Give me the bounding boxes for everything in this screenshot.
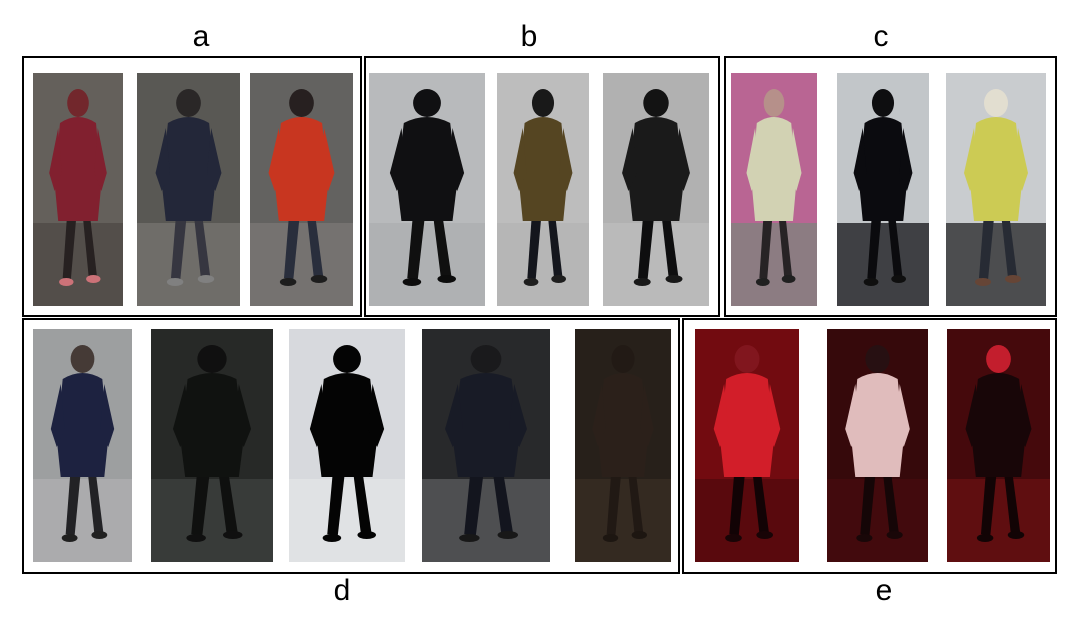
- person-photo-illustration: [369, 73, 485, 306]
- photo-b-3: [603, 73, 709, 306]
- group-a-panel: [22, 56, 362, 317]
- photo-c-2: [837, 73, 929, 306]
- group-d-label: d: [333, 574, 351, 607]
- photo-a-3: [250, 73, 353, 306]
- photo-b-2: [497, 73, 589, 306]
- person-photo-illustration: [33, 329, 132, 562]
- person-photo-illustration: [289, 329, 405, 562]
- person-photo-illustration: [33, 73, 123, 306]
- photo-a-1: [33, 73, 123, 306]
- person-photo-illustration: [946, 73, 1046, 306]
- photo-d-3: [289, 329, 405, 562]
- group-e-label: e: [875, 574, 893, 607]
- person-photo-illustration: [827, 329, 928, 562]
- person-photo-illustration: [422, 329, 550, 562]
- group-c-label: c: [873, 20, 889, 53]
- photo-d-2: [151, 329, 273, 562]
- person-photo-illustration: [695, 329, 799, 562]
- person-photo-illustration: [250, 73, 353, 306]
- person-photo-illustration: [731, 73, 817, 306]
- group-b-label: b: [520, 20, 538, 53]
- person-photo-illustration: [603, 73, 709, 306]
- photo-e-3: [947, 329, 1050, 562]
- photo-d-4: [422, 329, 550, 562]
- group-b-panel: [364, 56, 720, 317]
- group-d-panel: [22, 318, 680, 574]
- person-photo-illustration: [947, 329, 1050, 562]
- group-e-panel: [682, 318, 1057, 574]
- person-photo-illustration: [497, 73, 589, 306]
- photo-d-5: [575, 329, 671, 562]
- photo-c-1: [731, 73, 817, 306]
- photo-e-1: [695, 329, 799, 562]
- photo-d-1: [33, 329, 132, 562]
- person-photo-illustration: [137, 73, 240, 306]
- photo-b-1: [369, 73, 485, 306]
- person-photo-illustration: [575, 329, 671, 562]
- group-a-label: a: [192, 20, 210, 53]
- photo-a-2: [137, 73, 240, 306]
- photo-c-3: [946, 73, 1046, 306]
- group-c-panel: [724, 56, 1057, 317]
- person-photo-illustration: [151, 329, 273, 562]
- photo-e-2: [827, 329, 928, 562]
- person-photo-illustration: [837, 73, 929, 306]
